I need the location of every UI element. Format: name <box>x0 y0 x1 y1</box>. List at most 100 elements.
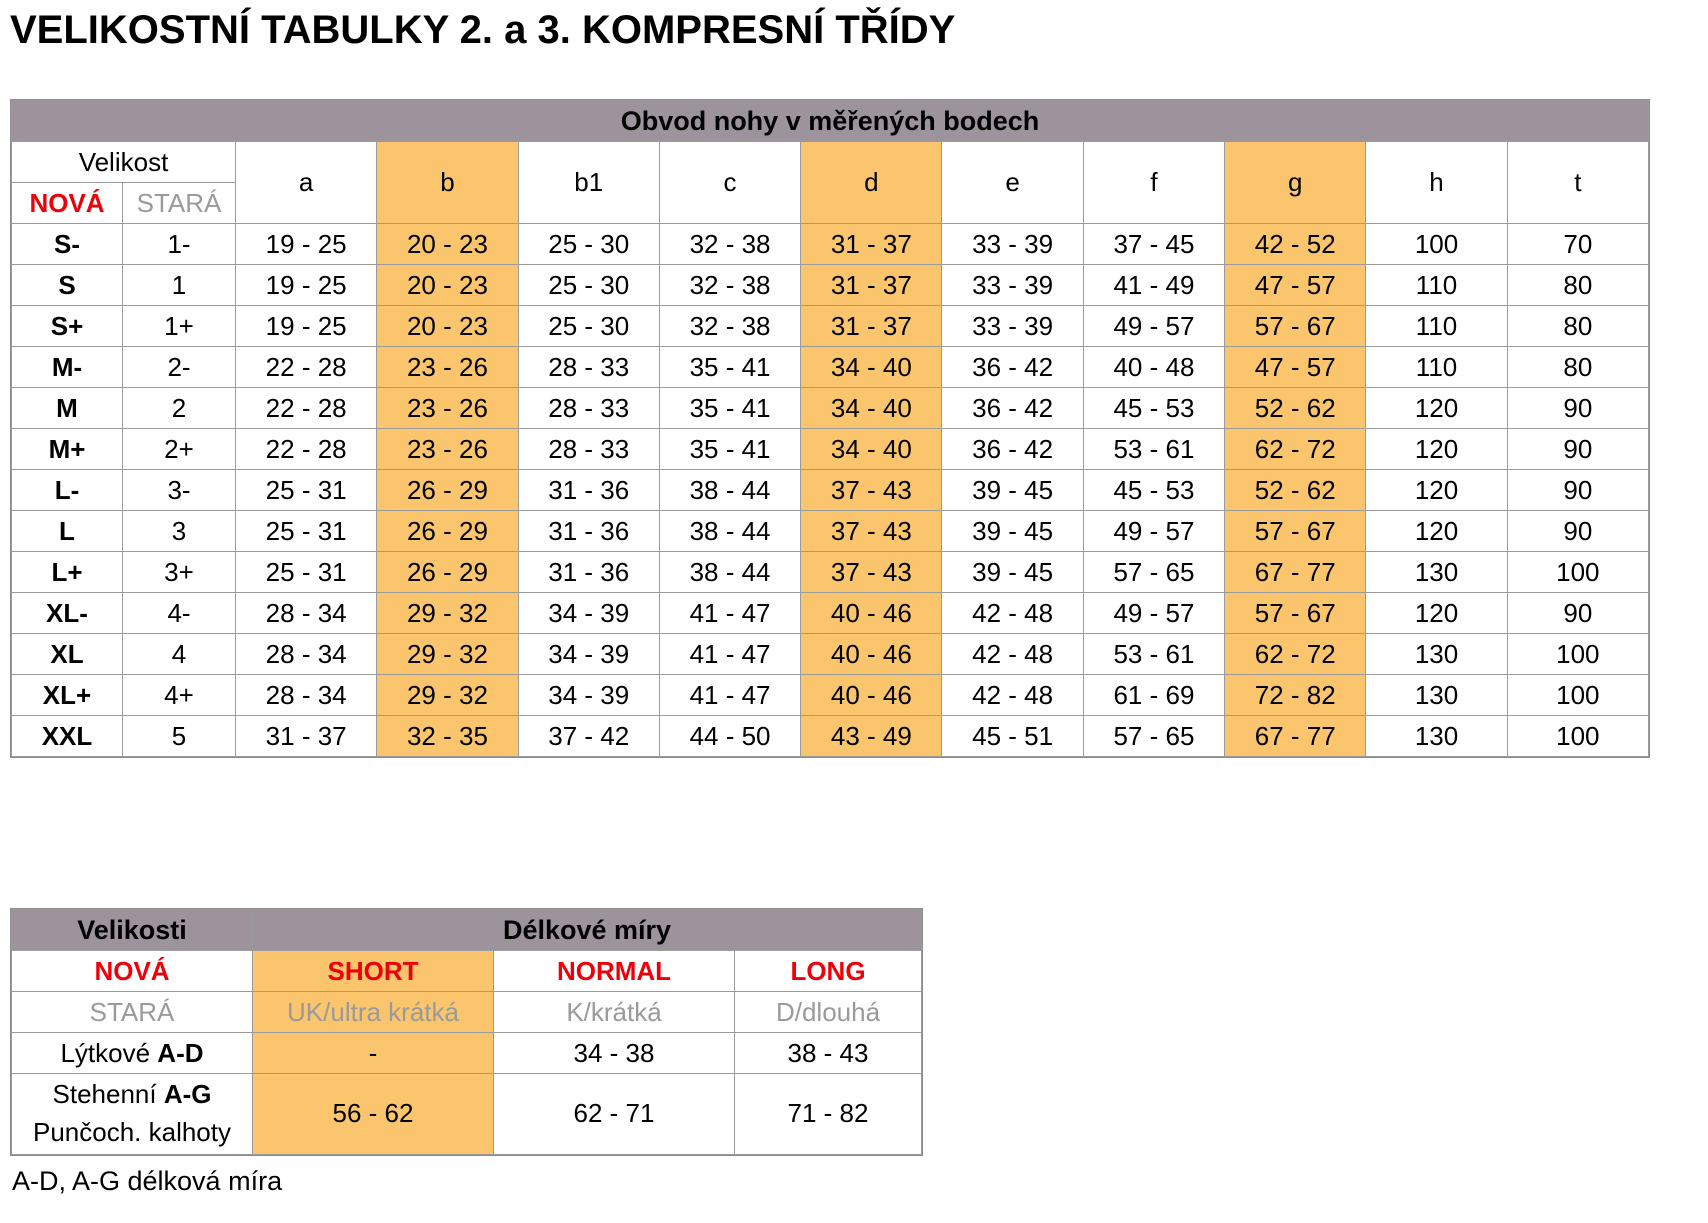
measure-value-f: 53 - 61 <box>1083 634 1225 674</box>
measure-value-d: 40 - 46 <box>801 593 942 633</box>
measure-value-a: 31 - 37 <box>236 716 377 756</box>
measure-value-b: 29 - 32 <box>377 634 518 674</box>
measure-value-h: 120 <box>1366 593 1507 633</box>
measure-value-b1: 31 - 36 <box>518 552 659 592</box>
size-old-label: 3+ <box>123 552 235 592</box>
measure-value-a: 25 - 31 <box>236 552 377 592</box>
measure-value-g: 57 - 67 <box>1225 306 1366 346</box>
measure-value-t: 90 <box>1507 593 1648 633</box>
measure-value-b1: 34 - 39 <box>518 593 659 633</box>
measure-value-b: 26 - 29 <box>377 470 518 510</box>
measure-value-b1: 25 - 30 <box>518 224 659 264</box>
measure-value-g: 42 - 52 <box>1225 224 1366 264</box>
measure-value-h: 120 <box>1366 429 1507 469</box>
measure-value-e: 39 - 45 <box>942 511 1083 551</box>
measure-value-f: 57 - 65 <box>1083 552 1225 592</box>
measure-value-b1: 28 - 33 <box>518 347 659 387</box>
size-old-label: 4+ <box>123 675 235 715</box>
measure-value-d: 37 - 43 <box>801 552 942 592</box>
length-nova-row: NOVÁ SHORT NORMAL LONG <box>12 951 921 991</box>
measure-value-e: 33 - 39 <box>942 224 1083 264</box>
length-value: 56 - 62 <box>253 1074 493 1154</box>
measure-value-d: 37 - 43 <box>801 470 942 510</box>
measure-value-e: 45 - 51 <box>942 716 1083 756</box>
size-old-label: 2- <box>123 347 235 387</box>
size-old-label: 4- <box>123 593 235 633</box>
size-row: XL+ 4+ 28 - 34 29 - 32 34 - 39 41 - 47 40 - 46… <box>12 675 1648 715</box>
measure-value-c: 38 - 44 <box>659 552 801 592</box>
measure-value-b1: 25 - 30 <box>518 265 659 305</box>
footnote: A-D, A-G délková míra <box>12 1166 283 1196</box>
measure-value-f: 45 - 53 <box>1083 388 1225 428</box>
measure-value-a: 28 - 34 <box>236 593 377 633</box>
size-new-label: L <box>12 511 122 551</box>
size-new-label: S <box>12 265 122 305</box>
length-value: 38 - 43 <box>735 1033 921 1073</box>
measure-value-g: 47 - 57 <box>1225 347 1366 387</box>
measure-value-t: 90 <box>1507 388 1648 428</box>
length-table: Velikosti Délkové míry NOVÁ SHORT NORMAL LO… <box>10 908 923 1156</box>
length-old-column: D/dlouhá <box>735 992 921 1032</box>
measure-value-h: 120 <box>1366 388 1507 428</box>
length-data-row: Lýtkové A-D -34 - 38 38 - 43 <box>12 1033 921 1073</box>
length-table-title-row: Velikosti Délkové míry <box>12 910 921 950</box>
measure-value-c: 35 - 41 <box>659 347 801 387</box>
measure-value-b: 29 - 32 <box>377 593 518 633</box>
measure-value-e: 33 - 39 <box>942 265 1083 305</box>
size-new-label: XL+ <box>12 675 122 715</box>
measure-value-a: 19 - 25 <box>236 306 377 346</box>
measure-value-e: 39 - 45 <box>942 470 1083 510</box>
length-new-column-short: SHORT <box>253 951 493 991</box>
measure-value-a: 28 - 34 <box>236 634 377 674</box>
measure-columns-row: Velikost a b b1 c d e f g h t <box>12 142 1648 223</box>
size-old-label: 2+ <box>123 429 235 469</box>
measure-value-c: 32 - 38 <box>659 306 801 346</box>
measure-value-h: 110 <box>1366 265 1507 305</box>
velikost-header: Velikost <box>12 142 235 182</box>
size-row: S+ 1+ 19 - 25 20 - 23 25 - 30 32 - 38 31 - 37 3… <box>12 306 1648 346</box>
length-table-title: Délkové míry <box>253 910 921 950</box>
measure-value-a: 22 - 28 <box>236 388 377 428</box>
measure-value-d: 31 - 37 <box>801 224 942 264</box>
size-new-label: M- <box>12 347 122 387</box>
size-table-title-row: Obvod nohy v měřených bodech <box>12 101 1648 141</box>
measure-value-b1: 31 - 36 <box>518 511 659 551</box>
measure-value-t: 100 <box>1507 716 1648 756</box>
size-old-label: 3- <box>123 470 235 510</box>
measure-column-t: t <box>1507 142 1648 223</box>
measure-value-h: 130 <box>1366 552 1507 592</box>
measure-value-d: 43 - 49 <box>801 716 942 756</box>
measure-value-c: 32 - 38 <box>659 265 801 305</box>
measure-value-t: 80 <box>1507 265 1648 305</box>
measure-value-c: 32 - 38 <box>659 224 801 264</box>
measure-value-b1: 28 - 33 <box>518 429 659 469</box>
size-table-title: Obvod nohy v měřených bodech <box>12 101 1648 141</box>
measure-column-a: a <box>236 142 377 223</box>
size-old-label: 1 <box>123 265 235 305</box>
measure-value-h: 130 <box>1366 716 1507 756</box>
measure-value-b: 23 - 26 <box>377 347 518 387</box>
measure-value-f: 41 - 49 <box>1083 265 1225 305</box>
measure-value-a: 22 - 28 <box>236 347 377 387</box>
size-new-label: L- <box>12 470 122 510</box>
size-old-label: 4 <box>123 634 235 674</box>
length-value: 62 - 71 <box>494 1074 734 1154</box>
measure-column-b1: b1 <box>518 142 659 223</box>
size-row: L- 3- 25 - 31 26 - 29 31 - 36 38 - 44 37 - 43 3… <box>12 470 1648 510</box>
measure-value-b: 23 - 26 <box>377 429 518 469</box>
size-row: XXL 5 31 - 37 32 - 35 37 - 42 44 - 50 43 - 49 4… <box>12 716 1648 756</box>
measure-value-b: 20 - 23 <box>377 306 518 346</box>
measure-value-t: 100 <box>1507 634 1648 674</box>
measure-value-t: 80 <box>1507 306 1648 346</box>
measure-value-h: 120 <box>1366 470 1507 510</box>
measure-column-f: f <box>1083 142 1225 223</box>
length-value: 71 - 82 <box>735 1074 921 1154</box>
measure-value-b1: 34 - 39 <box>518 675 659 715</box>
measure-value-c: 41 - 47 <box>659 593 801 633</box>
size-old-label: 1- <box>123 224 235 264</box>
measure-value-a: 22 - 28 <box>236 429 377 469</box>
size-new-label: XXL <box>12 716 122 756</box>
measure-value-d: 31 - 37 <box>801 265 942 305</box>
measure-column-e: e <box>942 142 1083 223</box>
